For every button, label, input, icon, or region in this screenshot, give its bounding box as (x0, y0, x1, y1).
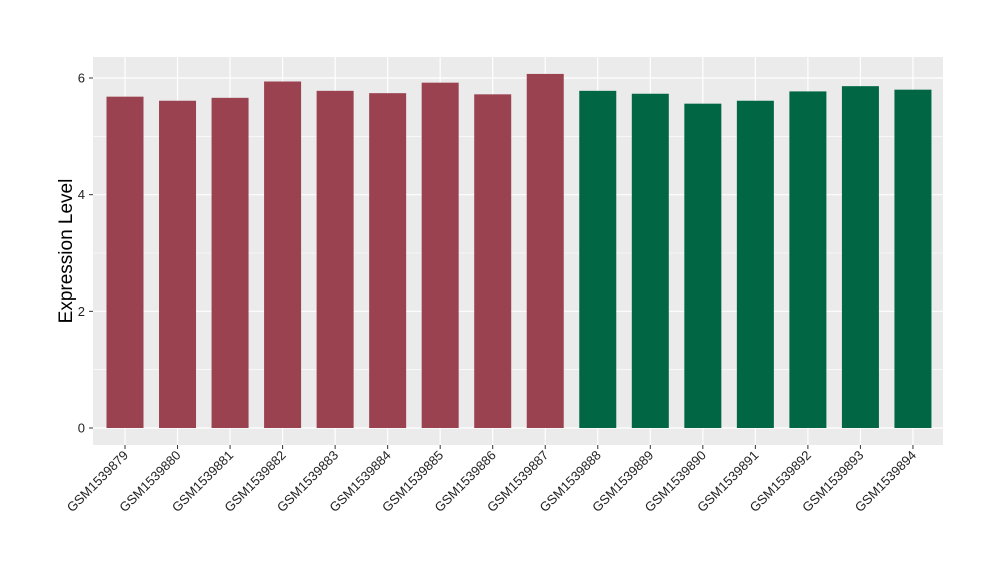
y-tick-label: 0 (78, 421, 85, 436)
bar (841, 86, 879, 429)
x-axis: GSM1539879GSM1539880GSM1539881GSM1539882… (64, 445, 919, 515)
bar (684, 103, 722, 429)
bar (106, 96, 144, 429)
bar (211, 97, 249, 428)
y-tick-label: 6 (78, 71, 85, 86)
bar (316, 90, 354, 428)
bar (474, 94, 512, 428)
bar (631, 93, 669, 428)
bar (421, 82, 459, 429)
bar (369, 93, 407, 429)
bar (526, 73, 564, 429)
bar (264, 81, 302, 428)
bar (159, 100, 197, 428)
bars (106, 73, 932, 429)
y-tick-label: 4 (78, 187, 85, 202)
bar (894, 89, 932, 429)
bar (736, 100, 774, 428)
y-axis-title: Expression Level (56, 179, 77, 324)
y-tick-label: 2 (78, 304, 85, 319)
bar (789, 91, 827, 429)
bar (579, 90, 617, 428)
y-axis: 0 2 4 6 (78, 71, 93, 436)
